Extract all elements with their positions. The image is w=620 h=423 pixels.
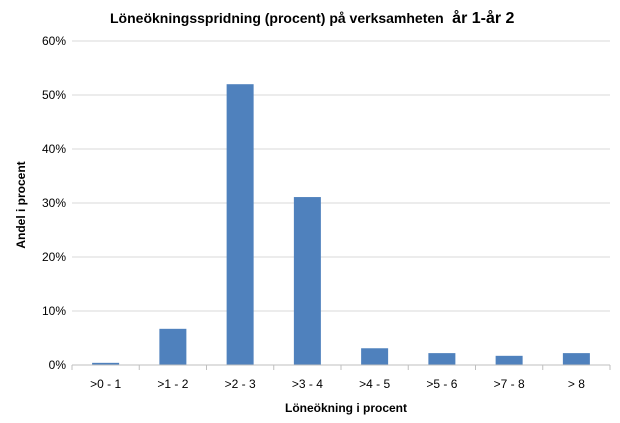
y-tick-label: 50% <box>42 88 66 102</box>
bar <box>92 362 120 365</box>
x-tick-label: >4 - 5 <box>359 377 390 391</box>
y-tick-label: 40% <box>42 142 66 156</box>
bar <box>293 197 321 365</box>
chart-title-period: år 1-år 2 <box>452 9 514 27</box>
x-tick-label: >7 - 8 <box>494 377 525 391</box>
chart-title-main: Löneökningsspridning (procent) på verksa… <box>110 10 444 26</box>
y-tick-label: 0% <box>49 358 67 372</box>
x-tick-label: > 8 <box>568 377 585 391</box>
y-tick-label: 60% <box>42 34 66 48</box>
x-axis-label: Löneökning i procent <box>285 401 407 415</box>
x-tick-label: >2 - 3 <box>225 377 256 391</box>
x-tick-label: >1 - 2 <box>157 377 188 391</box>
y-tick-label: 30% <box>42 196 66 210</box>
bars <box>92 84 590 365</box>
bar <box>159 328 187 365</box>
x-tick-label: >0 - 1 <box>90 377 121 391</box>
chart-title: Löneökningsspridning (procent) på verksa… <box>110 9 515 27</box>
axes <box>71 364 611 370</box>
tick-labels: 0% 10% 20% 30% 40% 50% 60% >0 - 1 >1 - 2 >2 - 3 >3… <box>42 34 585 391</box>
gridlines <box>72 40 610 312</box>
y-axis-label: Andel i procent <box>14 161 28 248</box>
x-tick-label: >3 - 4 <box>292 377 323 391</box>
bar <box>562 353 590 365</box>
x-tick-label: >5 - 6 <box>426 377 457 391</box>
y-tick-label: 10% <box>42 304 66 318</box>
bar <box>428 353 456 365</box>
bar <box>226 84 254 365</box>
bar <box>495 355 523 365</box>
bar <box>361 348 389 365</box>
y-tick-label: 20% <box>42 250 66 264</box>
